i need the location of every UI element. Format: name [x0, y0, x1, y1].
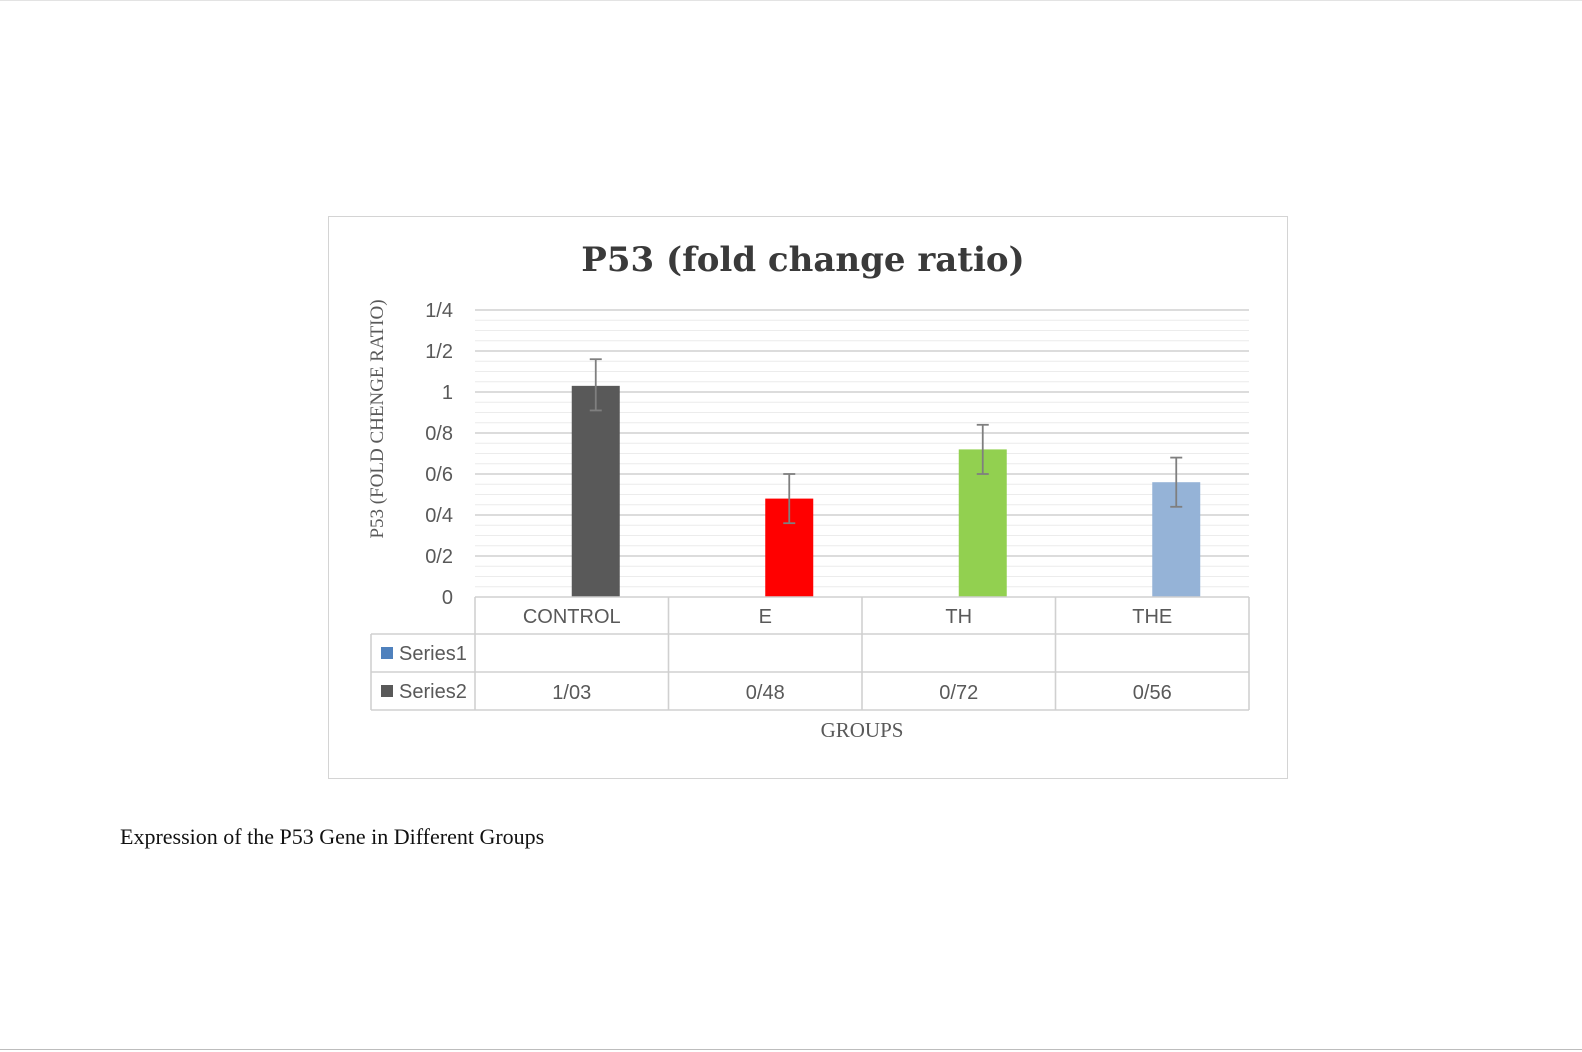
figure-caption: Expression of the P53 Gene in Different …	[120, 824, 545, 849]
y-axis-label: P53 (FOLD CHENGE RATIO)	[367, 299, 388, 538]
y-tick-label: 0/6	[425, 464, 453, 486]
bar-control	[571, 385, 620, 597]
y-tick-label: 1/2	[425, 341, 453, 363]
y-tick-label: 0	[442, 587, 453, 609]
y-tick-label: 0/8	[425, 423, 453, 445]
y-tick-label: 1/4	[425, 300, 453, 322]
legend-label-series1: Series1	[399, 643, 467, 665]
error-bar-the	[1170, 456, 1183, 508]
data-label: 0/72	[939, 682, 978, 704]
bars	[571, 385, 1201, 597]
legend-swatch-series1	[381, 647, 393, 659]
x-axis-label: GROUPS	[821, 718, 904, 742]
chart-title: P53 (fold change ratio)	[581, 240, 1024, 280]
error-bar-th	[976, 423, 989, 475]
error-bar-control	[589, 358, 602, 412]
data-label: 0/56	[1133, 682, 1172, 704]
legend-swatch-series2	[381, 685, 393, 697]
x-tick-label-th: TH	[945, 606, 972, 628]
error-bars	[589, 358, 1183, 525]
y-tick-labels: 0 0/2 0/4 0/6 0/8 1 1/2 1/4	[425, 300, 453, 609]
x-tick-label-e: E	[759, 606, 772, 628]
x-tick-label-control: CONTROL	[523, 606, 621, 628]
chart-frame: 0 0/2 0/4 0/6 0/8 1 1/2 1/4 CONTROL E TH THE Series…	[328, 216, 1288, 779]
x-tick-label-the: THE	[1132, 606, 1172, 628]
page-top-rule	[0, 0, 1582, 1]
data-label: 0/48	[746, 682, 785, 704]
error-bar-e	[783, 473, 796, 525]
y-tick-label: 0/2	[425, 546, 453, 568]
data-label: 1/03	[552, 682, 591, 704]
legend-label-series2: Series2	[399, 681, 467, 703]
y-tick-label: 0/4	[425, 505, 453, 527]
page-bottom-rule	[0, 1049, 1582, 1050]
p53-bar-chart: 0 0/2 0/4 0/6 0/8 1 1/2 1/4 CONTROL E TH THE Series…	[367, 240, 1250, 742]
data-table: CONTROL E TH THE Series1 Series2 1/03 0/48 0/72 0…	[370, 596, 1250, 711]
y-tick-label: 1	[442, 382, 453, 404]
